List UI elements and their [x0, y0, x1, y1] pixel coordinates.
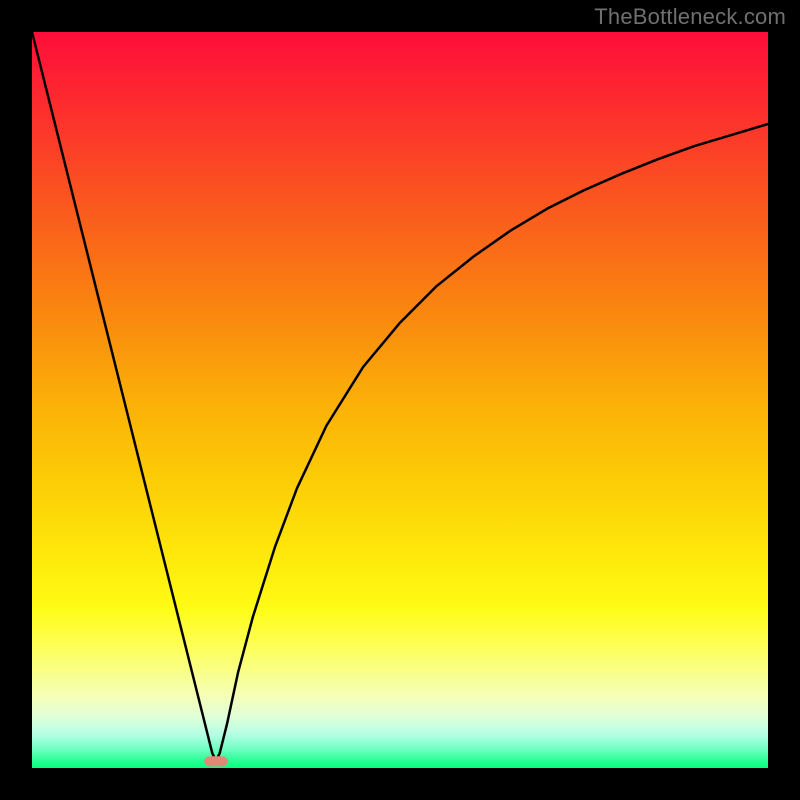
bottleneck-chart [0, 0, 800, 800]
plot-background [32, 32, 768, 768]
watermark-text: TheBottleneck.com [594, 4, 786, 30]
chart-stage: TheBottleneck.com [0, 0, 800, 800]
optimal-marker [204, 756, 228, 766]
